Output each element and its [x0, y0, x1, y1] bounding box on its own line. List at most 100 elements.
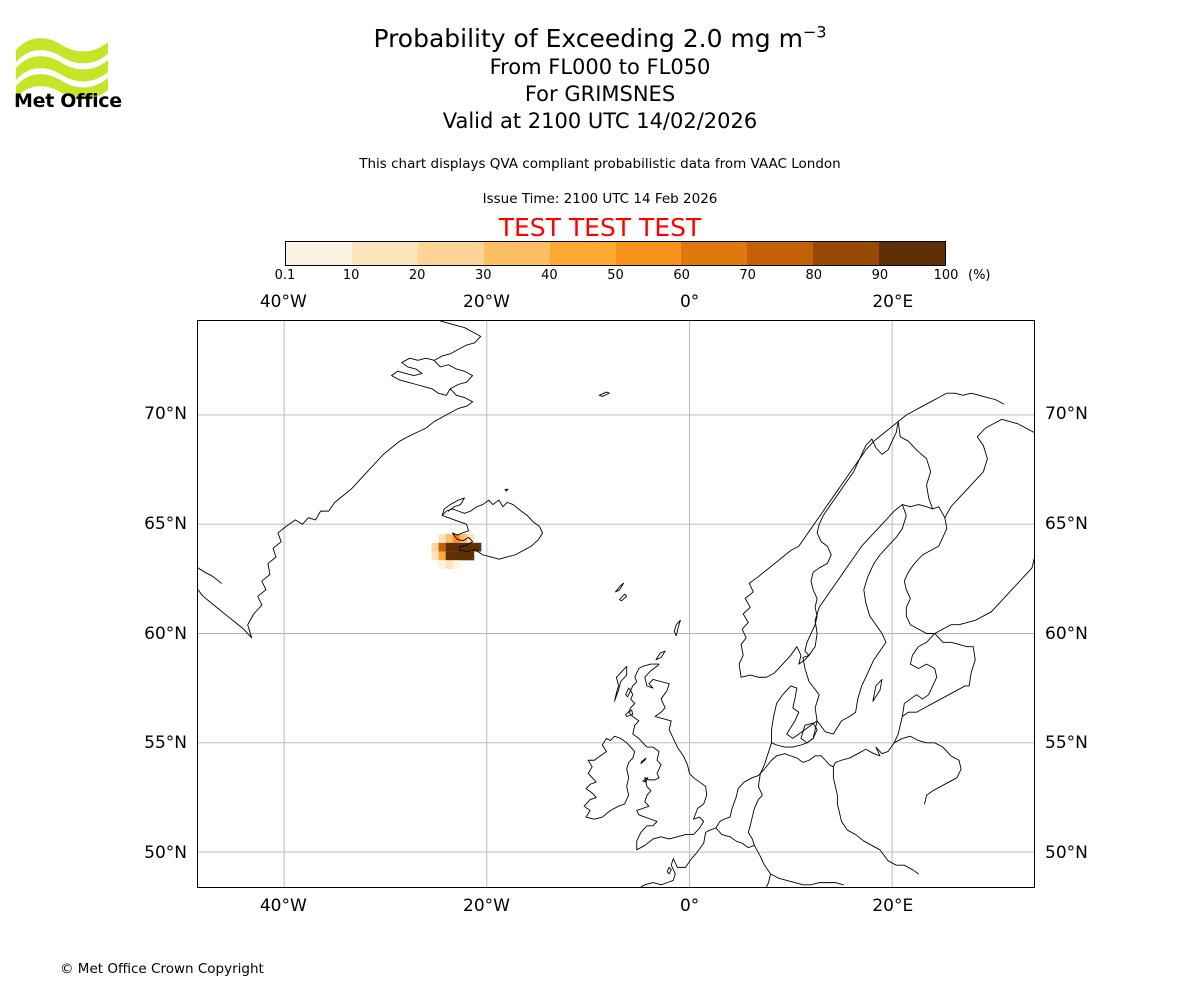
- coastline-belarus-border: [924, 759, 962, 805]
- title-text: Probability of Exceeding 2.0 mg m: [373, 24, 803, 53]
- coastline-sweden-east: [808, 504, 992, 656]
- coastline-france-east: [753, 844, 771, 887]
- logo-wave-2: [16, 56, 108, 82]
- coastline-poland-border: [832, 766, 842, 822]
- colorbar-band-2: [417, 242, 484, 265]
- colorbar-band-9: [879, 242, 946, 265]
- plume-cell-14: [445, 551, 453, 561]
- coastline-greenland-far-n: [439, 321, 457, 326]
- coastline-denmark-zealand: [800, 722, 818, 744]
- plume-cell-5: [431, 542, 439, 552]
- coastline-finland-north: [944, 418, 1003, 519]
- lat-label-right-60°N: 60°N: [1045, 623, 1088, 644]
- lat-label-right-50°N: 50°N: [1045, 842, 1088, 863]
- colorbar-tick-100: 100: [933, 268, 959, 283]
- coastline-belgium-border: [715, 827, 755, 849]
- lon-label-top-40°W: 40°W: [259, 292, 307, 312]
- lon-label-top-20°E: 20°E: [872, 292, 914, 312]
- ash-plume-layer: [431, 534, 482, 570]
- colorbar-tick-60: 60: [673, 268, 690, 283]
- met-office-logo-icon: [16, 38, 108, 100]
- qva-compliance-note: This chart displays QVA compliant probab…: [359, 156, 841, 172]
- colorbar-band-6: [681, 242, 748, 265]
- lon-label-bottom-20°W: 20°W: [463, 896, 510, 916]
- colorbar-tick-70: 70: [739, 268, 756, 283]
- plume-cell-16: [459, 551, 468, 561]
- coastline-layer: [198, 321, 1034, 887]
- lon-label-bottom-20°E: 20°E: [872, 896, 914, 916]
- coastline-shetland: [673, 619, 681, 637]
- plume-cell-19: [445, 560, 453, 570]
- logo-wave-3: [16, 74, 108, 100]
- coastline-russia-white-sea: [1001, 418, 1034, 433]
- lat-label-left-70°N: 70°N: [144, 404, 187, 425]
- coastline-faroes: [615, 582, 625, 593]
- coastline-isle-of-man: [640, 757, 647, 764]
- coastline-greenland-sw: [198, 589, 253, 639]
- title-flight-levels: From FL000 to FL050: [489, 55, 711, 79]
- colorbar-tick-0.1: 0.1: [274, 268, 296, 283]
- coastline-sweden-sw: [816, 504, 907, 735]
- coastline-norway-west: [738, 392, 1005, 678]
- lon-label-top-20°W: 20°W: [463, 292, 510, 312]
- coastline-greenland-w2: [198, 567, 222, 584]
- coastline-faroes2: [619, 593, 628, 602]
- plume-cell-7: [445, 542, 453, 552]
- colorbar-band-4: [549, 242, 616, 265]
- copyright-notice: © Met Office Crown Copyright: [60, 961, 264, 977]
- plume-cell-20: [452, 560, 461, 570]
- coastline-alps-cut: [770, 873, 844, 886]
- colorbar-band-7: [747, 242, 814, 265]
- coastline-greenland-ne: [433, 324, 482, 403]
- plume-cell-10: [466, 542, 475, 552]
- met-office-wordmark: Met Office: [14, 90, 122, 112]
- coastline-poland-south: [841, 820, 919, 875]
- coastline-estonia-russia-border: [934, 633, 976, 687]
- lat-label-left-65°N: 65°N: [144, 513, 187, 534]
- colorbar-band-0: [286, 242, 352, 265]
- map-panel[interactable]: [197, 320, 1035, 888]
- coastline-russia-se: [990, 558, 1034, 613]
- colorbar-tick-10: 10: [342, 268, 360, 283]
- coastline-greenland-east: [247, 401, 474, 639]
- title-volcano-name: For GRIMSNES: [524, 82, 676, 106]
- coastline-norway-south: [740, 646, 810, 678]
- colorbar-band-1: [351, 242, 418, 265]
- lat-label-left-60°N: 60°N: [144, 623, 187, 644]
- coastline-skye: [625, 687, 632, 698]
- colorbar-tick-40: 40: [541, 268, 558, 283]
- graticule-layer: [198, 321, 1034, 887]
- chart-title-block: Probability of Exceeding 2.0 mg m−3 From…: [0, 24, 1200, 135]
- plume-cell-8: [452, 542, 461, 552]
- coastline-norway-finland-border: [804, 421, 899, 656]
- coastline-sweden-south: [802, 654, 820, 722]
- title-valid-time: Valid at 2100 UTC 14/02/2026: [442, 109, 758, 133]
- coastline-finland-sweden-border: [897, 421, 934, 510]
- lat-label-left-55°N: 55°N: [144, 733, 187, 754]
- lon-label-top-0°: 0°: [679, 292, 700, 312]
- lat-label-right-65°N: 65°N: [1045, 513, 1088, 534]
- lon-label-bottom-0°: 0°: [679, 896, 700, 916]
- coastline-channel-islands: [666, 866, 672, 875]
- colorbar-band-8: [813, 242, 880, 265]
- coastline-orkney: [655, 650, 666, 661]
- colorbar-tick-90: 90: [871, 268, 889, 283]
- coastline-estonia-latvia: [771, 633, 938, 768]
- colorbar-tick-80: 80: [805, 268, 823, 283]
- lat-label-right-70°N: 70°N: [1045, 404, 1088, 425]
- coastline-iceland-nw-peninsula: [441, 497, 465, 516]
- coastline-north-africa-cut: [640, 882, 662, 887]
- coastline-iceland: [441, 499, 544, 560]
- colorbar-tick-30: 30: [475, 268, 492, 283]
- title-exponent: −3: [802, 22, 827, 42]
- plume-cell-3: [459, 534, 468, 543]
- plume-cell-9: [459, 542, 468, 552]
- plume-cell-17: [466, 551, 475, 561]
- lat-label-left-50°N: 50°N: [144, 842, 187, 863]
- page-title: Probability of Exceeding 2.0 mg m−3: [0, 24, 1200, 54]
- coastline-netherlands-belgium-france: [660, 759, 772, 886]
- colorbar-tick-20: 20: [408, 268, 426, 283]
- coastline-gotland: [872, 678, 883, 702]
- colorbar-band-5: [615, 242, 682, 265]
- plume-cell-15: [452, 551, 461, 561]
